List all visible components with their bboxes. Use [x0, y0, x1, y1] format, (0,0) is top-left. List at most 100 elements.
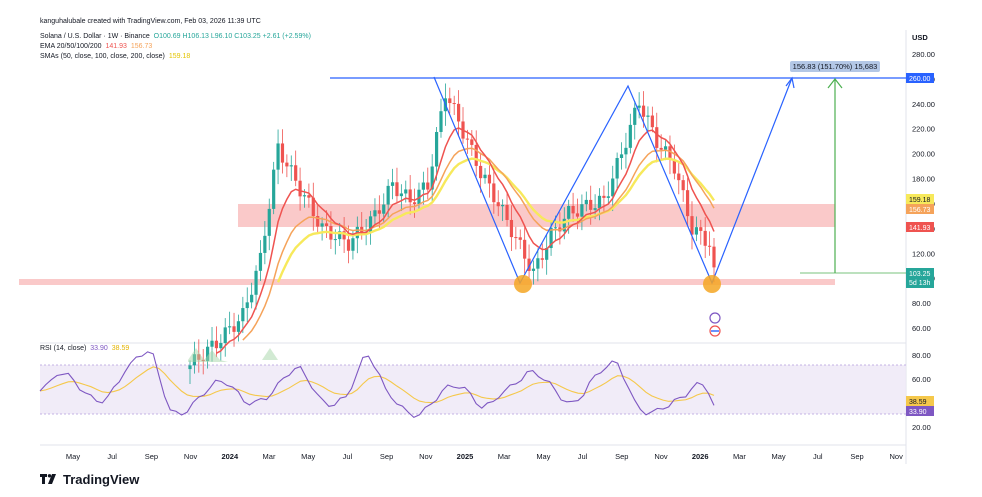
price-tag-ema100: 156.73	[906, 204, 934, 214]
time-tick-label: May	[536, 452, 550, 461]
candle-body	[474, 144, 478, 166]
price-tick-label: 200.00	[912, 150, 935, 159]
candle-body	[448, 98, 452, 104]
time-axis[interactable]: May Jul Sep Nov 2024 Mar May Jul Sep Nov 2025 Mar Ma…	[66, 452, 903, 461]
candle-body	[417, 189, 421, 205]
time-tick-label: 2024	[221, 452, 239, 461]
time-tick-label: 2026	[692, 452, 709, 461]
time-tick-label: Sep	[380, 452, 393, 461]
sma-label: SMAs (50, close, 100, close, 200, close)	[40, 53, 165, 60]
time-tick-label: Jul	[578, 452, 588, 461]
svg-text:103.25: 103.25	[909, 271, 931, 278]
candle-body	[518, 237, 522, 240]
candle-body	[254, 270, 258, 295]
svg-text:159.18: 159.18	[909, 197, 931, 204]
candle-body	[668, 146, 672, 160]
pattern-arrowhead	[785, 76, 795, 89]
svg-text:156.73: 156.73	[909, 207, 931, 214]
candle-body	[663, 146, 668, 150]
tradingview-brand[interactable]: TradingView	[40, 472, 139, 487]
candle-body	[399, 193, 403, 197]
price-tag-last: 103.25 5d 13h	[906, 268, 934, 288]
candle-body	[430, 166, 434, 190]
ema-50-line	[242, 147, 715, 341]
candle-body	[408, 189, 412, 203]
candle-body	[465, 138, 470, 140]
svg-text:33.90: 33.90	[909, 409, 927, 416]
candle-body	[250, 294, 254, 303]
brand-label: TradingView	[63, 472, 140, 487]
svg-text:141.93: 141.93	[909, 225, 931, 232]
candle-body	[690, 216, 694, 235]
candle-body	[571, 205, 575, 214]
ema-label: EMA 20/50/100/200	[40, 43, 102, 50]
svg-text:38.59: 38.59	[909, 399, 927, 406]
candle-body	[360, 226, 364, 233]
candle-body	[241, 308, 245, 322]
candle-body	[267, 208, 271, 236]
ema-legend[interactable]: EMA 20/50/100/200 141.93 156.73	[40, 43, 154, 50]
rsi-ma-value: 38.59	[111, 345, 130, 352]
candle-body	[641, 105, 646, 117]
candle-body	[567, 205, 571, 219]
candle-body	[412, 202, 417, 205]
time-tick-label: May	[301, 452, 315, 461]
price-axis[interactable]: 280.00260.00240.00220.00200.00180.00160.…	[912, 50, 935, 333]
ema-value-2: 156.73	[130, 43, 153, 50]
candle-body	[487, 174, 492, 184]
candle-body	[206, 346, 210, 362]
sma-legend[interactable]: SMAs (50, close, 100, close, 200, close)…	[40, 53, 192, 60]
candle-body	[232, 326, 236, 332]
price-tick-label: 240.00	[912, 100, 935, 109]
candle-body	[707, 245, 712, 247]
candle-body	[368, 216, 373, 232]
rsi-line	[39, 351, 715, 419]
rsi-legend[interactable]: RSI (14, close) 33.90 38.59	[40, 345, 131, 352]
bottom-marker-2[interactable]	[703, 275, 721, 293]
time-tick-label: Jul	[343, 452, 353, 461]
candle-body	[316, 216, 320, 227]
candle-body	[483, 174, 487, 179]
rsi-band	[40, 365, 906, 414]
candle-body	[531, 268, 536, 271]
currency-label: USD	[912, 33, 928, 42]
candle-body	[699, 227, 703, 231]
dividend-event-icon[interactable]	[709, 312, 721, 324]
rsi-tick-label: 60.00	[912, 375, 931, 384]
measure-label: 156.83 (151.70%) 15,683	[790, 61, 880, 72]
ohlc-values: O100.69 H106.13 L96.10 C103.25 +2.61 (+2…	[153, 33, 311, 40]
candle-body	[575, 213, 580, 217]
candle-body	[382, 204, 386, 214]
candle-body	[523, 239, 527, 259]
candle-body	[619, 154, 624, 158]
time-tick-label: Mar	[733, 452, 746, 461]
candle-body	[606, 196, 610, 198]
symbol-title[interactable]: Solana / U.S. Dollar · 1W · Binance	[40, 33, 150, 40]
candle-body	[342, 231, 346, 240]
ema-value-1: 141.93	[105, 43, 127, 50]
candle-body	[703, 230, 707, 246]
price-tag-260: 260.00	[906, 73, 934, 83]
bottom-marker-1[interactable]	[514, 275, 532, 293]
time-tick-label: Mar	[498, 452, 511, 461]
candle-body	[655, 127, 659, 148]
symbol-line: Solana / U.S. Dollar · 1W · Binance O100…	[40, 33, 313, 40]
time-tick-label: May	[66, 452, 80, 461]
candle-body	[597, 195, 602, 209]
price-chart[interactable]: 156.83 (151.70%) 15,683 280.00 260.00 240.…	[0, 0, 982, 470]
w-pattern-lines[interactable]	[433, 76, 793, 285]
candle-body	[593, 208, 597, 210]
candle-body	[549, 227, 553, 249]
candle-body	[320, 223, 324, 227]
svg-text:156.83 (151.70%) 15,683: 156.83 (151.70%) 15,683	[793, 62, 878, 71]
candle-body	[404, 189, 408, 194]
rsi-value: 33.90	[90, 345, 108, 352]
time-tick-label: Jul	[107, 452, 117, 461]
candle-body	[457, 103, 461, 122]
candle-body	[434, 131, 439, 167]
support-low-zone[interactable]	[19, 279, 835, 285]
rsi-overbought-fill-2	[262, 348, 278, 360]
candle-body	[479, 165, 483, 179]
candle-body	[712, 246, 716, 268]
